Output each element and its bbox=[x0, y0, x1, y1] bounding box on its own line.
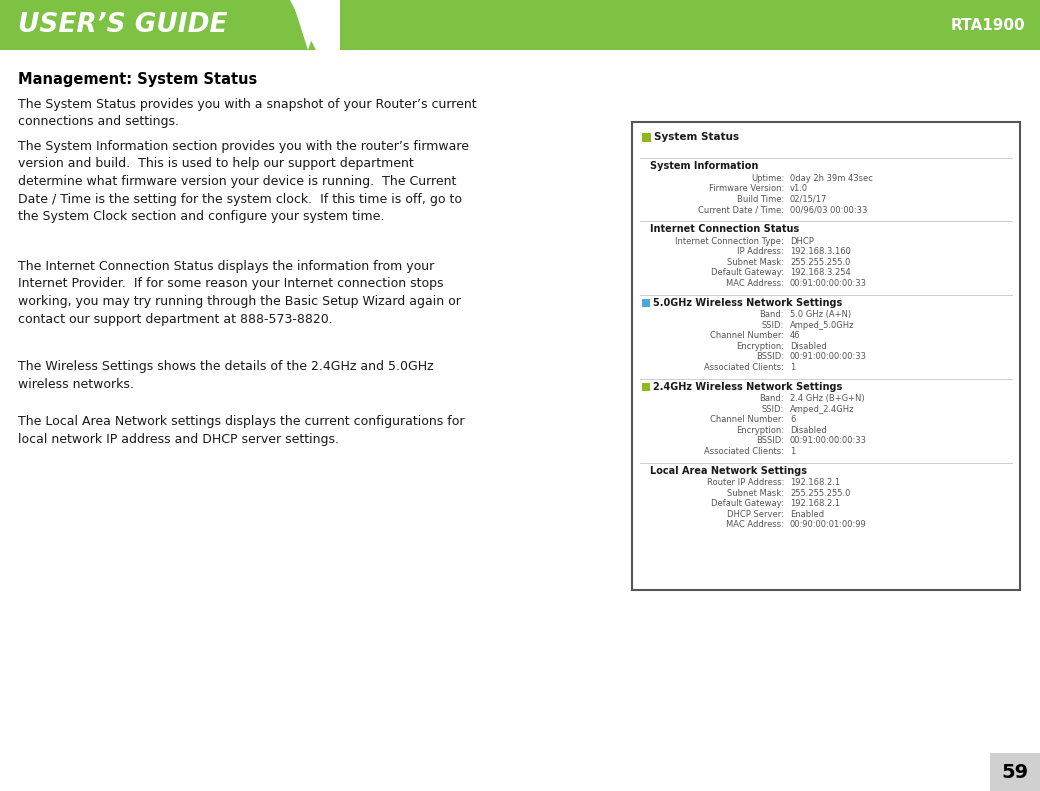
Text: The Internet Connection Status displays the information from your
Internet Provi: The Internet Connection Status displays … bbox=[18, 260, 461, 326]
Text: The Local Area Network settings displays the current configurations for
local ne: The Local Area Network settings displays… bbox=[18, 415, 465, 445]
Text: 192.168.2.1: 192.168.2.1 bbox=[790, 499, 840, 509]
Text: 2.4GHz Wireless Network Settings: 2.4GHz Wireless Network Settings bbox=[653, 381, 842, 392]
Text: RTA1900: RTA1900 bbox=[951, 17, 1025, 32]
Text: 255.255.255.0: 255.255.255.0 bbox=[790, 489, 851, 498]
Bar bbox=[632, 122, 1020, 590]
Text: MAC Address:: MAC Address: bbox=[726, 278, 784, 288]
Bar bbox=[990, 753, 1040, 791]
Bar bbox=[642, 133, 651, 142]
Text: System Status: System Status bbox=[654, 132, 739, 142]
Text: 59: 59 bbox=[1002, 763, 1029, 782]
Text: Internet Connection Type:: Internet Connection Type: bbox=[675, 237, 784, 246]
Text: 46: 46 bbox=[790, 331, 801, 340]
Text: SSID:: SSID: bbox=[761, 320, 784, 330]
Text: 00:91:00:00:00:33: 00:91:00:00:00:33 bbox=[790, 278, 867, 288]
Text: USER’S GUIDE: USER’S GUIDE bbox=[18, 12, 228, 38]
Bar bbox=[0, 0, 1040, 50]
Text: 2.4 GHz (B+G+N): 2.4 GHz (B+G+N) bbox=[790, 394, 864, 403]
Text: Router IP Address:: Router IP Address: bbox=[706, 479, 784, 487]
Text: BSSID:: BSSID: bbox=[756, 437, 784, 445]
Text: DHCP Server:: DHCP Server: bbox=[727, 509, 784, 519]
Text: Current Date / Time:: Current Date / Time: bbox=[698, 205, 784, 214]
Text: 02/15/17: 02/15/17 bbox=[790, 195, 828, 204]
Text: Encryption:: Encryption: bbox=[736, 342, 784, 350]
Text: The System Information section provides you with the router’s firmware
version a: The System Information section provides … bbox=[18, 140, 469, 223]
Text: Channel Number:: Channel Number: bbox=[710, 331, 784, 340]
Text: Amped_5.0GHz: Amped_5.0GHz bbox=[790, 320, 855, 330]
Text: 00:91:00:00:00:33: 00:91:00:00:00:33 bbox=[790, 437, 867, 445]
Text: 0day 2h 39m 43sec: 0day 2h 39m 43sec bbox=[790, 174, 873, 183]
Text: Disabled: Disabled bbox=[790, 342, 827, 350]
Text: Band:: Band: bbox=[759, 310, 784, 320]
Text: 192.168.3.254: 192.168.3.254 bbox=[790, 268, 851, 278]
Text: 00/96/03 00:00:33: 00/96/03 00:00:33 bbox=[790, 205, 867, 214]
Text: 192.168.2.1: 192.168.2.1 bbox=[790, 479, 840, 487]
Text: IP Address:: IP Address: bbox=[737, 248, 784, 256]
Text: 00:91:00:00:00:33: 00:91:00:00:00:33 bbox=[790, 352, 867, 361]
Bar bbox=[642, 383, 650, 391]
Text: BSSID:: BSSID: bbox=[756, 352, 784, 361]
Text: Amped_2.4GHz: Amped_2.4GHz bbox=[790, 405, 855, 414]
Text: MAC Address:: MAC Address: bbox=[726, 520, 784, 529]
Text: 1: 1 bbox=[790, 363, 796, 372]
Text: 192.168.3.160: 192.168.3.160 bbox=[790, 248, 851, 256]
Text: Channel Number:: Channel Number: bbox=[710, 415, 784, 424]
Text: Uptime:: Uptime: bbox=[751, 174, 784, 183]
Polygon shape bbox=[292, 0, 324, 50]
Text: Build Time:: Build Time: bbox=[736, 195, 784, 204]
Text: Local Area Network Settings: Local Area Network Settings bbox=[650, 465, 807, 475]
Text: Associated Clients:: Associated Clients: bbox=[704, 363, 784, 372]
Text: Firmware Version:: Firmware Version: bbox=[708, 184, 784, 193]
Text: 6: 6 bbox=[790, 415, 796, 424]
Text: Associated Clients:: Associated Clients: bbox=[704, 447, 784, 456]
Text: v1.0: v1.0 bbox=[790, 184, 808, 193]
Text: Band:: Band: bbox=[759, 394, 784, 403]
Text: DHCP: DHCP bbox=[790, 237, 814, 246]
Text: Enabled: Enabled bbox=[790, 509, 824, 519]
Text: 1: 1 bbox=[790, 447, 796, 456]
Text: Subnet Mask:: Subnet Mask: bbox=[727, 489, 784, 498]
Text: Disabled: Disabled bbox=[790, 426, 827, 435]
Text: Subnet Mask:: Subnet Mask: bbox=[727, 258, 784, 267]
Text: Management: System Status: Management: System Status bbox=[18, 72, 257, 87]
Text: SSID:: SSID: bbox=[761, 405, 784, 414]
Bar bbox=[642, 298, 650, 306]
Text: 00:90:00:01:00:99: 00:90:00:01:00:99 bbox=[790, 520, 866, 529]
Text: 5.0GHz Wireless Network Settings: 5.0GHz Wireless Network Settings bbox=[653, 297, 842, 308]
Text: Default Gateway:: Default Gateway: bbox=[711, 499, 784, 509]
Text: 255.255.255.0: 255.255.255.0 bbox=[790, 258, 851, 267]
Text: The System Status provides you with a snapshot of your Router’s current
connecti: The System Status provides you with a sn… bbox=[18, 98, 476, 128]
Text: Internet Connection Status: Internet Connection Status bbox=[650, 224, 800, 234]
Text: 5.0 GHz (A+N): 5.0 GHz (A+N) bbox=[790, 310, 851, 320]
Polygon shape bbox=[290, 0, 340, 50]
Text: System Information: System Information bbox=[650, 161, 758, 171]
Text: Default Gateway:: Default Gateway: bbox=[711, 268, 784, 278]
Text: The Wireless Settings shows the details of the 2.4GHz and 5.0GHz
wireless networ: The Wireless Settings shows the details … bbox=[18, 360, 434, 391]
Text: Encryption:: Encryption: bbox=[736, 426, 784, 435]
